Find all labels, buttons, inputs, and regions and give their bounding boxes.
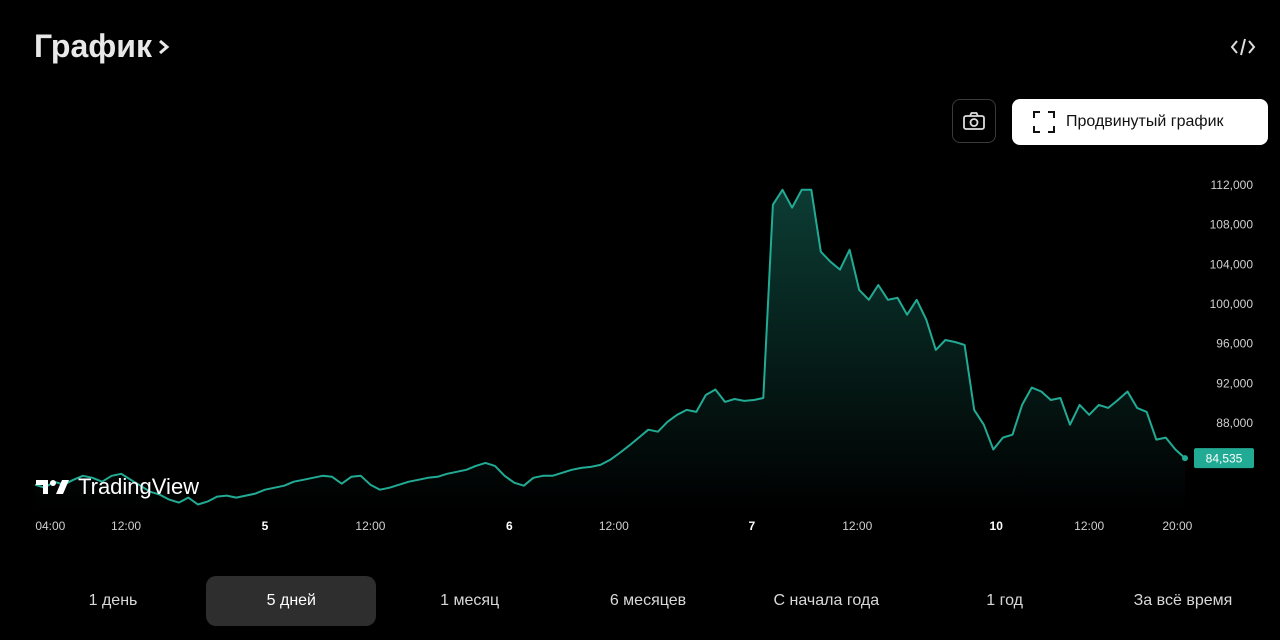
price-tag-label: 84,535 [1206,451,1243,465]
snapshot-button[interactable] [952,99,996,143]
range-button[interactable]: 1 день [88,592,138,609]
x-tick-label: 12:00 [1074,519,1104,533]
range-button[interactable]: С начала года [773,592,880,609]
x-tick-label: 12:00 [355,519,385,533]
x-tick-label: 12:00 [111,519,141,533]
advanced-chart-button[interactable]: Продвинутый график [1012,99,1268,145]
price-line [34,188,1186,506]
y-tick-label: 104,000 [1210,257,1254,271]
embed-icon[interactable] [1230,36,1256,58]
last-point [1182,455,1188,462]
x-tick-label: 12:00 [599,519,629,533]
page-title[interactable]: График [34,28,172,65]
x-tick-label: 20:00 [1162,519,1192,533]
button-label: Продвинутый график [1066,113,1224,130]
range-button[interactable]: 6 месяцев [609,592,687,609]
x-tick-label: 7 [748,519,755,533]
range-button[interactable]: 5 дней [206,576,377,626]
chevron-icon [158,39,170,54]
camera-icon [963,112,985,130]
logo-text: TradingView [78,474,200,499]
x-tick-label: 10 [990,519,1004,533]
y-tick-label: 108,000 [1210,218,1254,232]
logo-icon [36,480,69,494]
range-button[interactable]: 1 месяц [440,592,500,609]
area-fill [35,189,1185,511]
range-selector: 1 день 5 дней 1 месяц 6 месяцев С начала год… [28,576,1268,626]
chart: 88,000 92,000 96,000 100,000 104,000 108,000 1… [34,178,1254,533]
range-button[interactable]: 1 год [986,592,1023,609]
title-text: График [34,28,152,64]
y-tick-label: 88,000 [1216,416,1253,430]
y-tick-label: 112,000 [1211,178,1254,192]
tradingview-logo: TradingView [34,474,199,500]
x-tick-label: 6 [506,519,513,533]
range-button[interactable]: За всё время [1133,592,1233,609]
fullscreen-icon [1033,111,1055,133]
y-tick-label: 92,000 [1216,376,1253,390]
x-tick-label: 12:00 [842,519,872,533]
x-tick-label: 04:00 [35,519,65,533]
y-tick-label: 96,000 [1216,337,1253,351]
x-tick-label: 5 [262,519,269,533]
price-tag [1194,448,1254,469]
y-tick-label: 100,000 [1210,297,1254,311]
